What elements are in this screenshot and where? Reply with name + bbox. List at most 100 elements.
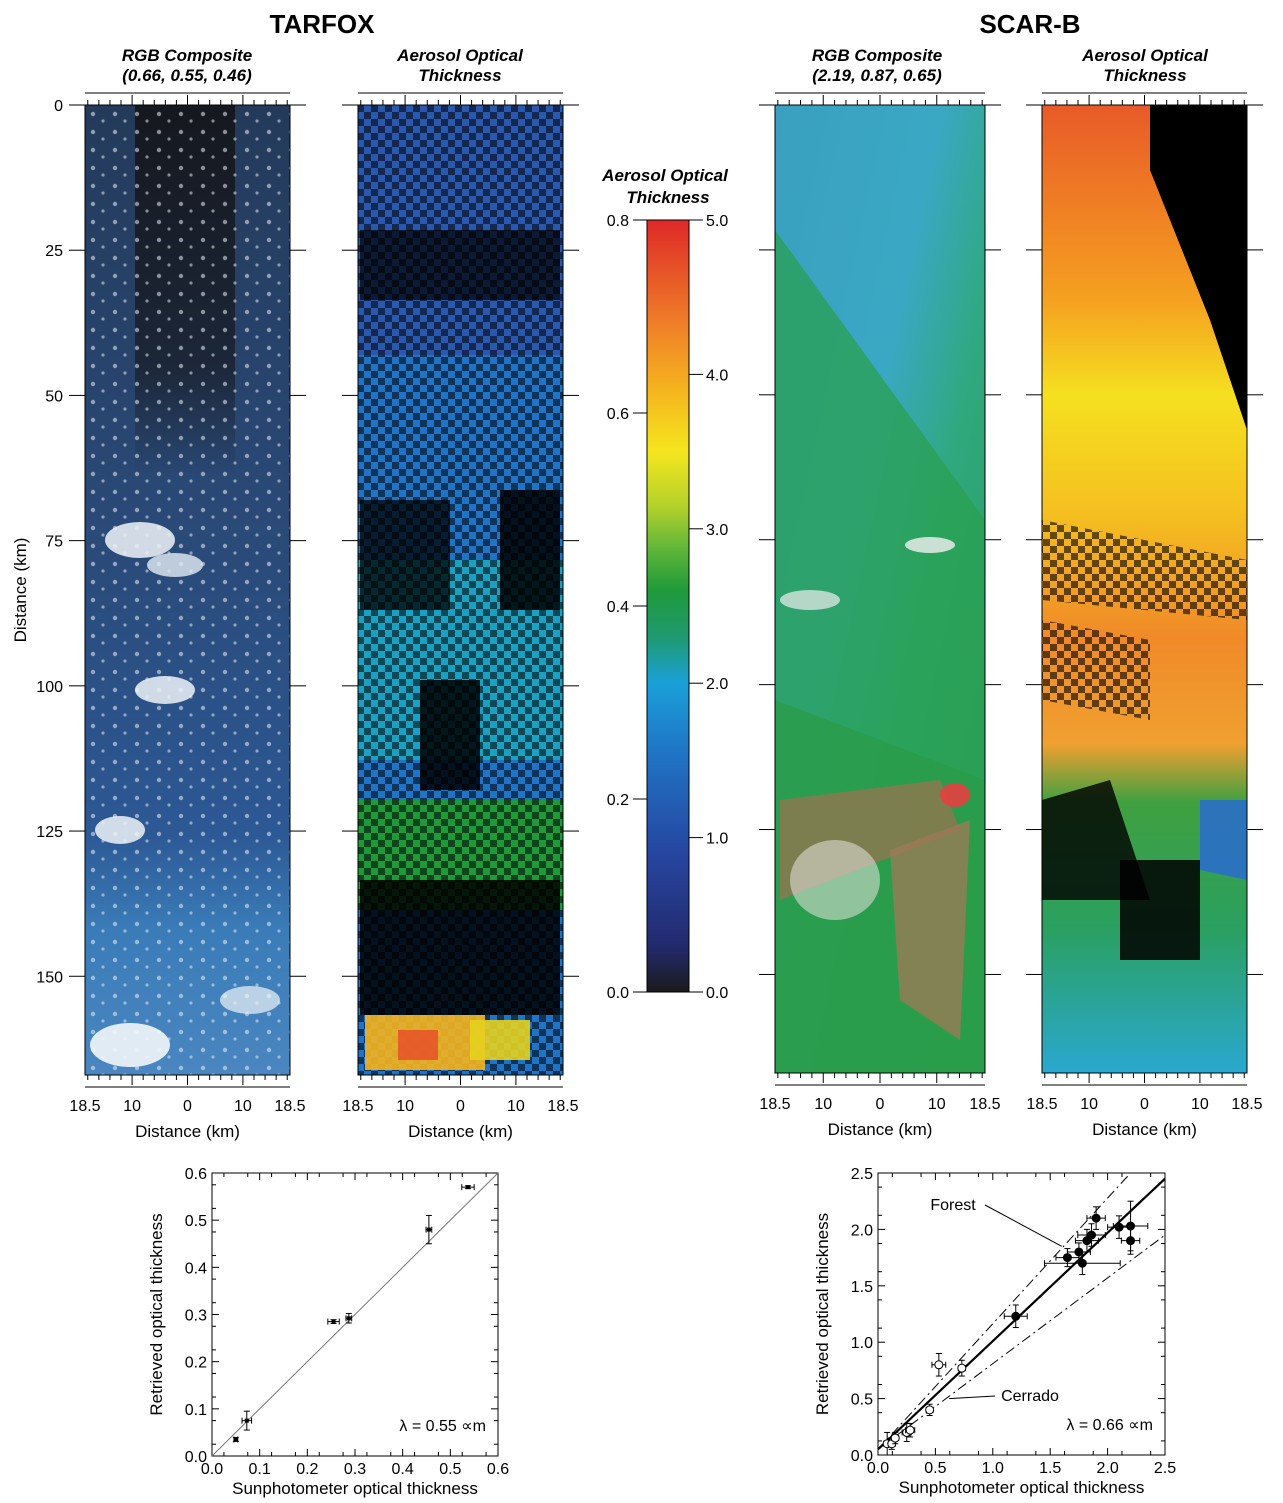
image-y-tick-label: 25	[45, 243, 63, 260]
colorbar-right-tick-label: 2.0	[706, 676, 728, 693]
data-point	[233, 1437, 238, 1442]
y-axis-label: Retrieved optical thickness	[813, 1213, 832, 1415]
colorbar-right-tick-label: 0.0	[706, 985, 728, 1002]
y-tick-label: 0.0	[851, 1448, 873, 1465]
x-tick-label: 0.5	[439, 1461, 461, 1478]
image-y-axis-label: Distance (km)	[11, 538, 30, 643]
x-axis-label: Sunphotometer optical thickness	[232, 1479, 478, 1498]
fit-line	[211, 1172, 499, 1457]
wavelength-annotation: λ = 0.66 ∝m	[1066, 1417, 1153, 1434]
image-y-tick-label: 100	[36, 679, 63, 696]
forest-label: Forest	[930, 1197, 976, 1214]
tarfox-scatter: 0.0 0.1 0.2 0.3 0.4 0.5 0.6 0.0 0.1 0.2 0.3 0.4 0.5 0…	[147, 1166, 509, 1498]
plot-frame	[877, 1172, 1166, 1456]
y-tick-label: 1.5	[851, 1279, 873, 1296]
colorbar-left-tick-label: 0.0	[607, 985, 629, 1002]
image-x-tick-label: 0	[456, 1098, 465, 1115]
tarfox-rgb-title-1: RGB Composite	[122, 46, 252, 65]
colorbar-left-tick-label: 0.6	[607, 406, 629, 423]
y-tick-label: 0.3	[185, 1308, 207, 1325]
image-x-tick-label: 10	[1080, 1096, 1098, 1113]
y-tick-label: 2.5	[851, 1166, 873, 1183]
tarfox-rgb-title-2: (0.66, 0.55, 0.46)	[122, 66, 252, 85]
y-tick-label: 0.2	[185, 1355, 207, 1372]
colorbar-right-tick-label: 5.0	[706, 213, 728, 230]
image-x-tick-label: 18.5	[759, 1096, 790, 1113]
tarfox-aot-image	[357, 104, 564, 1076]
y-tick-label: 2.0	[851, 1222, 873, 1239]
y-tick-label: 0.5	[851, 1392, 873, 1409]
data-point	[925, 1405, 935, 1415]
y-tick-label: 0.5	[185, 1213, 207, 1230]
image-x-tick-label: 18.5	[342, 1098, 373, 1115]
colorbar-title-2: Thickness	[626, 188, 709, 207]
image-x-tick-label: 18.5	[969, 1096, 1000, 1113]
colorbar-right-tick-label: 4.0	[706, 367, 728, 384]
data-point	[1126, 1236, 1136, 1246]
x-tick-label: 0.0	[201, 1461, 223, 1478]
image-x-axis-label: Distance (km)	[135, 1122, 240, 1141]
data-point	[1077, 1258, 1087, 1268]
data-point	[244, 1418, 249, 1423]
image-x-tick-label: 10	[396, 1098, 414, 1115]
scarb-rgb-title-1: RGB Composite	[812, 46, 942, 65]
image-x-tick-label: 10	[507, 1098, 525, 1115]
x-tick-label: 2.0	[1096, 1460, 1118, 1477]
colorbar-right-tick-label: 1.0	[706, 831, 728, 848]
y-tick-label: 0.0	[185, 1449, 207, 1466]
colorbar-right-tick-label: 3.0	[706, 522, 728, 539]
data-point	[465, 1185, 470, 1190]
data-point	[1087, 1230, 1097, 1240]
image-x-tick-label: 10	[928, 1096, 946, 1113]
image-y-tick-label: 125	[36, 824, 63, 841]
image-x-tick-label: 18.5	[547, 1098, 578, 1115]
cerrado-arrow	[949, 1395, 996, 1400]
data-point	[346, 1316, 351, 1321]
tarfox-aot-title-1: Aerosol Optical	[396, 46, 524, 65]
image-y-tick-label: 150	[36, 969, 63, 986]
colorbar-title-1: Aerosol Optical	[601, 166, 729, 185]
scarb-rgb-title-2: (2.19, 0.87, 0.65)	[812, 66, 942, 85]
data-point	[1011, 1311, 1021, 1321]
image-x-tick-label: 10	[234, 1098, 252, 1115]
tarfox-title: TARFOX	[270, 9, 376, 39]
y-axis-label: Retrieved optical thickness	[147, 1213, 166, 1415]
scarb-aot-title-2: Thickness	[1103, 66, 1186, 85]
image-y-tick-label: 50	[45, 388, 63, 405]
scarb-scatter: 0.0 0.5 1.0 1.5 2.0 2.5 0.0 0.5 1.0 1.5 2.0 2.5 Sunp…	[813, 1166, 1176, 1497]
image-x-tick-label: 0	[876, 1096, 885, 1113]
scarb-aot-title-1: Aerosol Optical	[1081, 46, 1209, 65]
data-point	[1114, 1222, 1124, 1232]
y-tick-label: 0.6	[185, 1166, 207, 1183]
image-x-tick-label: 10	[1191, 1096, 1209, 1113]
x-tick-label: 1.5	[1039, 1460, 1061, 1477]
data-point	[890, 1433, 900, 1443]
image-x-tick-label: 10	[814, 1096, 832, 1113]
image-x-tick-label: 18.5	[69, 1098, 100, 1115]
x-tick-label: 0.4	[392, 1461, 414, 1478]
data-point	[426, 1227, 431, 1232]
data-point	[1091, 1213, 1101, 1223]
data-point	[1062, 1253, 1072, 1263]
data-point	[1126, 1221, 1136, 1231]
cerrado-label: Cerrado	[1001, 1388, 1059, 1405]
tarfox-aot-title-2: Thickness	[418, 66, 501, 85]
image-x-axis-label: Distance (km)	[828, 1120, 933, 1139]
image-x-axis-label: Distance (km)	[408, 1122, 513, 1141]
fit-line	[877, 1172, 1131, 1450]
image-x-tick-label: 0	[1140, 1096, 1149, 1113]
scarb-aot-image	[1041, 104, 1248, 1074]
x-tick-label: 0.2	[296, 1461, 318, 1478]
x-tick-label: 0.0	[867, 1460, 889, 1477]
data-point	[957, 1363, 967, 1373]
x-tick-label: 0.3	[344, 1461, 366, 1478]
data-point	[934, 1360, 944, 1370]
image-y-tick-label: 0	[54, 98, 63, 115]
x-tick-label: 0.1	[249, 1461, 271, 1478]
data-point	[905, 1425, 915, 1435]
colorbar-left-tick-label: 0.2	[607, 792, 629, 809]
colorbar-gradient	[646, 219, 690, 993]
tarfox-rgb-image	[84, 104, 291, 1076]
x-tick-label: 0.6	[487, 1461, 509, 1478]
